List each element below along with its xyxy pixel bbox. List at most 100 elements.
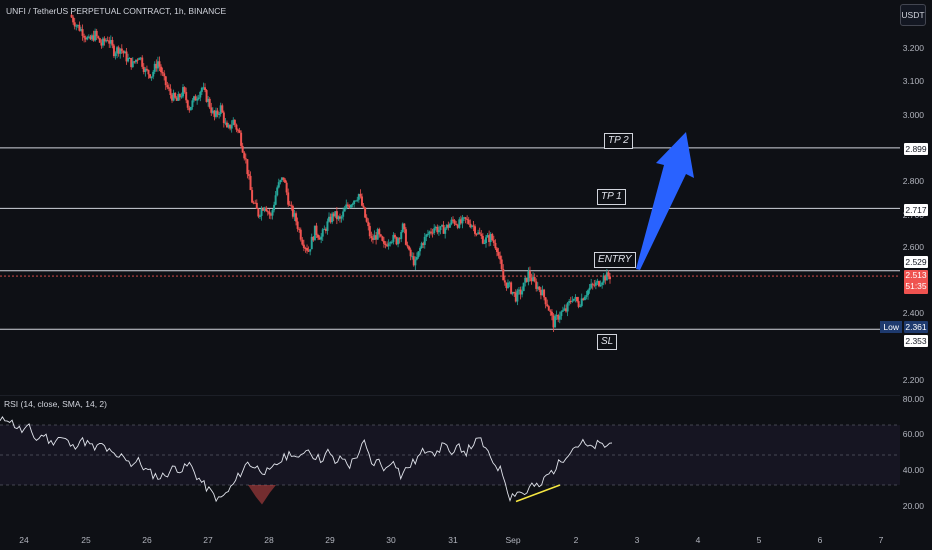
candle-body bbox=[491, 234, 494, 241]
candle-body bbox=[131, 61, 134, 68]
candle-body bbox=[255, 202, 258, 209]
candle-body bbox=[535, 281, 538, 289]
candle-body bbox=[149, 74, 152, 78]
candle-body bbox=[502, 269, 505, 281]
candle-body bbox=[252, 202, 255, 204]
candle-body bbox=[232, 119, 235, 126]
candle-body bbox=[76, 24, 79, 26]
candle-body bbox=[510, 282, 513, 294]
candle-body bbox=[315, 225, 318, 235]
candle-body bbox=[219, 105, 222, 114]
candle-body bbox=[304, 247, 307, 249]
candle-body bbox=[365, 217, 368, 222]
candle-body bbox=[214, 110, 217, 117]
candle-body bbox=[401, 223, 404, 233]
candle-body bbox=[189, 106, 192, 111]
candle-body bbox=[477, 232, 480, 234]
time-tick: 31 bbox=[448, 535, 458, 545]
candle-body bbox=[196, 99, 199, 101]
candle-body bbox=[527, 271, 530, 282]
candle-body bbox=[98, 38, 101, 43]
candle-body bbox=[378, 229, 381, 235]
tp2-label[interactable]: TP 2 bbox=[604, 133, 633, 149]
candle-body bbox=[105, 40, 108, 42]
time-tick: 27 bbox=[203, 535, 213, 545]
candle-body bbox=[302, 244, 305, 248]
candle-body bbox=[506, 282, 509, 288]
candle-body bbox=[317, 234, 320, 238]
candle-body bbox=[450, 219, 453, 225]
candle-body bbox=[161, 72, 164, 74]
candle-body bbox=[381, 236, 384, 241]
candle-body bbox=[508, 282, 511, 284]
rsi-tick-20: 20.00 bbox=[902, 501, 924, 511]
candle-body bbox=[225, 122, 228, 128]
entry-label[interactable]: ENTRY bbox=[594, 252, 636, 268]
candle-body bbox=[561, 310, 564, 312]
candle-body bbox=[213, 110, 216, 117]
rsi-oversold-fill bbox=[248, 485, 276, 505]
candle-body bbox=[373, 235, 376, 240]
candle-body bbox=[458, 219, 461, 228]
candle-body bbox=[483, 242, 486, 244]
candle-body bbox=[497, 251, 500, 256]
candle-body bbox=[87, 36, 90, 38]
candle-body bbox=[233, 119, 236, 125]
candle-body bbox=[130, 57, 133, 68]
candle-body bbox=[216, 110, 219, 115]
candle-body bbox=[400, 232, 403, 239]
candle-body bbox=[257, 208, 260, 217]
candle-body bbox=[444, 228, 447, 234]
candle-body bbox=[254, 202, 257, 204]
candle-body bbox=[601, 282, 604, 285]
candle-body bbox=[351, 204, 354, 206]
candle-body bbox=[156, 61, 159, 69]
currency-button[interactable]: USDT bbox=[900, 4, 926, 26]
candle-body bbox=[528, 271, 531, 278]
candle-body bbox=[349, 204, 352, 208]
candle-body bbox=[160, 66, 163, 73]
candle-body bbox=[145, 68, 148, 70]
candle-body bbox=[185, 92, 188, 101]
candle-body bbox=[174, 92, 177, 98]
candle-body bbox=[368, 226, 371, 237]
candle-body bbox=[103, 38, 106, 42]
candle-body bbox=[288, 204, 291, 206]
candle-body bbox=[343, 208, 346, 212]
price-tick-3000: 3.000 bbox=[902, 110, 924, 120]
tp1-label[interactable]: TP 1 bbox=[597, 189, 626, 205]
candle-body bbox=[191, 100, 194, 107]
price-tick-2200: 2.200 bbox=[902, 375, 924, 385]
candle-body bbox=[346, 204, 349, 207]
candle-body bbox=[552, 315, 555, 328]
time-tick: 25 bbox=[81, 535, 91, 545]
candle-body bbox=[566, 302, 569, 312]
candle-body bbox=[387, 243, 390, 247]
candle-body bbox=[152, 71, 155, 77]
candle-body bbox=[342, 211, 345, 217]
price-chart[interactable] bbox=[0, 0, 900, 392]
candle-body bbox=[94, 30, 97, 41]
sl-label[interactable]: SL bbox=[597, 334, 618, 350]
candle-body bbox=[547, 306, 550, 311]
price-tick-3200: 3.200 bbox=[902, 43, 924, 53]
candle-body bbox=[290, 205, 293, 207]
candle-body bbox=[147, 69, 150, 75]
candle-body bbox=[555, 315, 558, 317]
candle-body bbox=[563, 308, 566, 311]
candle-body bbox=[398, 238, 401, 240]
candle-body bbox=[442, 225, 445, 234]
candle-body bbox=[318, 237, 321, 240]
candle-body bbox=[536, 286, 539, 289]
candle-body bbox=[503, 280, 506, 283]
candle-body bbox=[354, 200, 357, 202]
candle-body bbox=[466, 218, 469, 220]
candle-body bbox=[128, 57, 131, 59]
candle-body bbox=[229, 124, 232, 129]
candle-body bbox=[481, 235, 484, 244]
rsi-panel[interactable] bbox=[0, 395, 900, 525]
candle-body bbox=[249, 175, 252, 191]
candle-body bbox=[582, 298, 585, 301]
bar-countdown: 51:35 bbox=[905, 281, 927, 291]
candle-body bbox=[287, 192, 290, 205]
